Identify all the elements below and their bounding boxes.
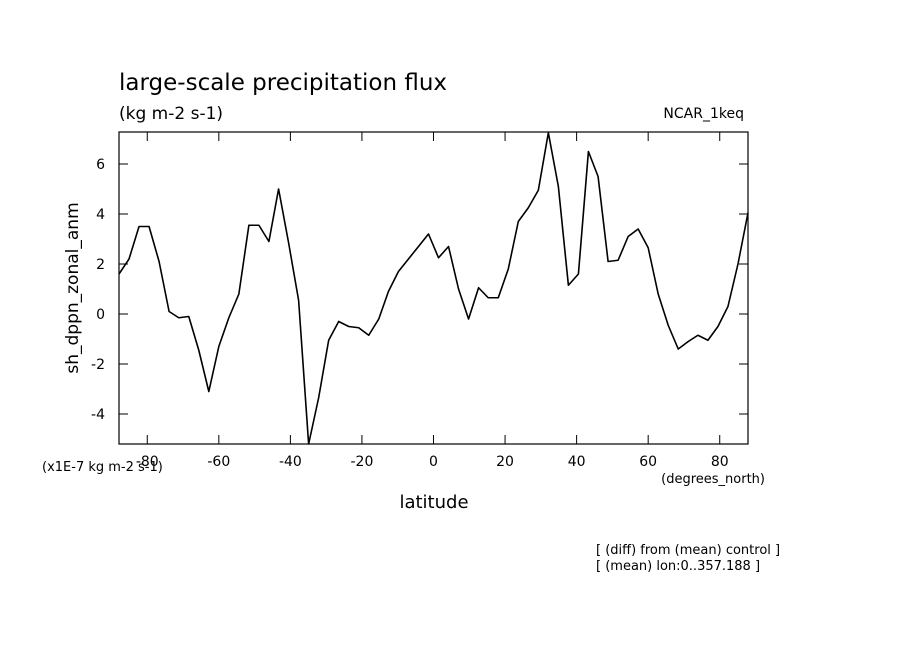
x-tick-label: 0 bbox=[429, 454, 438, 470]
x-units: (degrees_north) bbox=[661, 472, 765, 487]
x-tick-label: -60 bbox=[207, 454, 230, 470]
chart-title: large-scale precipitation flux bbox=[119, 70, 447, 96]
x-tick-label: 80 bbox=[711, 454, 729, 470]
y-units: (x1E-7 kg m-2 s-1) bbox=[42, 460, 163, 475]
x-tick-label: 60 bbox=[639, 454, 657, 470]
note: [ (mean) lon:0..357.188 ] bbox=[596, 559, 760, 574]
x-tick-label: -20 bbox=[351, 454, 374, 470]
y-tick-label: -2 bbox=[91, 357, 105, 373]
run-label: NCAR_1keq bbox=[663, 106, 744, 122]
y-tick-label: 2 bbox=[96, 257, 105, 273]
plot-frame bbox=[118, 131, 749, 445]
x-tick-label: 20 bbox=[496, 454, 514, 470]
chart-subtitle: (kg m-2 s-1) bbox=[119, 104, 223, 124]
y-axis-label: sh_dppn_zonal_anm bbox=[63, 202, 83, 373]
x-axis-label: latitude bbox=[399, 492, 468, 513]
y-tick-label: 6 bbox=[96, 157, 105, 173]
y-tick-label: -4 bbox=[91, 407, 105, 423]
x-tick-label: 40 bbox=[568, 454, 586, 470]
x-tick-label: -40 bbox=[279, 454, 302, 470]
x-tick-label: -80 bbox=[136, 454, 159, 470]
note: [ (diff) from (mean) control ] bbox=[596, 543, 780, 558]
y-tick-label: 0 bbox=[96, 307, 105, 323]
data-line bbox=[118, 131, 749, 445]
y-tick-label: 4 bbox=[96, 207, 105, 223]
